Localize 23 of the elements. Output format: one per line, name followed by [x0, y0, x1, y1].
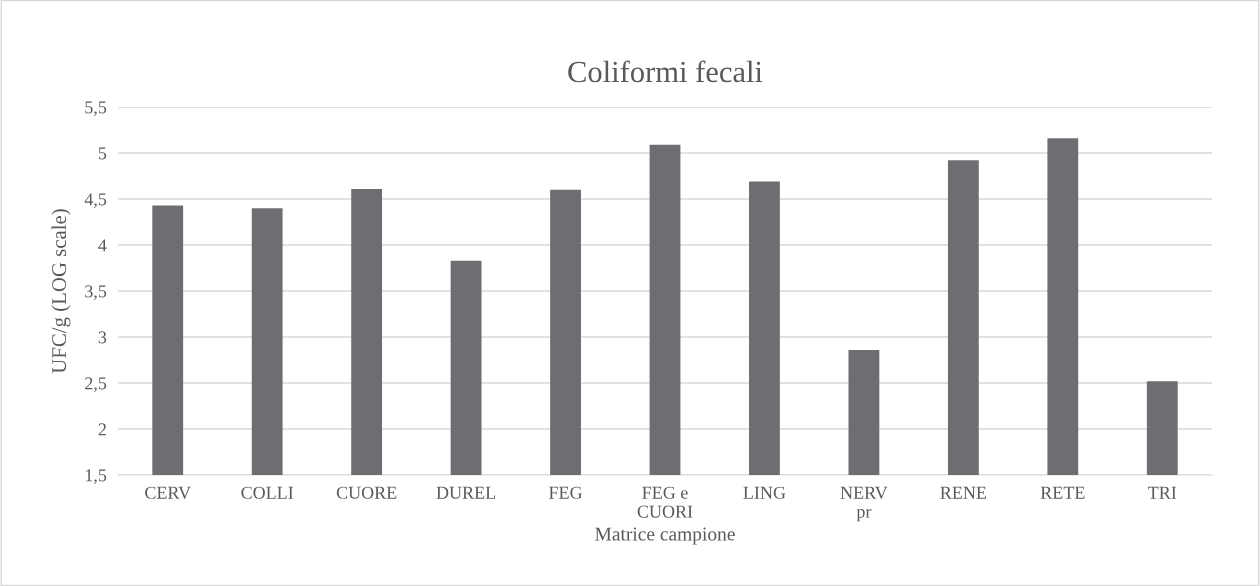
- y-tick-label: 4: [98, 239, 107, 252]
- x-tick-label: FEG: [549, 486, 583, 499]
- y-tick-label: 3: [98, 331, 107, 344]
- x-tick-label: RETE: [1040, 486, 1085, 499]
- y-tick-label: 4,5: [84, 193, 107, 209]
- x-tick-label: COLLI: [241, 486, 294, 499]
- x-tick-label: CERV: [145, 486, 191, 499]
- y-tick-label: 1,5: [85, 469, 107, 485]
- x-tick-label: FEG e CUORI: [637, 486, 693, 518]
- x-tick-label: CUORE: [336, 486, 397, 499]
- x-tick-label: NERV pr: [840, 486, 888, 522]
- x-tick-label: DUREL: [436, 486, 496, 499]
- x-tick-label: RENE: [940, 486, 987, 499]
- y-tick-label: 2,5: [85, 377, 107, 393]
- y-tick-label: 5,5: [85, 101, 107, 117]
- chart-title: Coliformi fecali: [568, 60, 763, 83]
- y-tick-label: 2: [98, 423, 106, 436]
- y-tick-label: 5: [98, 147, 107, 160]
- y-axis-title: UFC/g (LOG scale): [51, 209, 71, 374]
- x-tick-label: LING: [743, 486, 786, 499]
- x-axis-title: Matrice campione: [595, 527, 735, 545]
- x-tick-label: TRI: [1148, 486, 1177, 499]
- y-tick-label: 3,5: [85, 285, 107, 301]
